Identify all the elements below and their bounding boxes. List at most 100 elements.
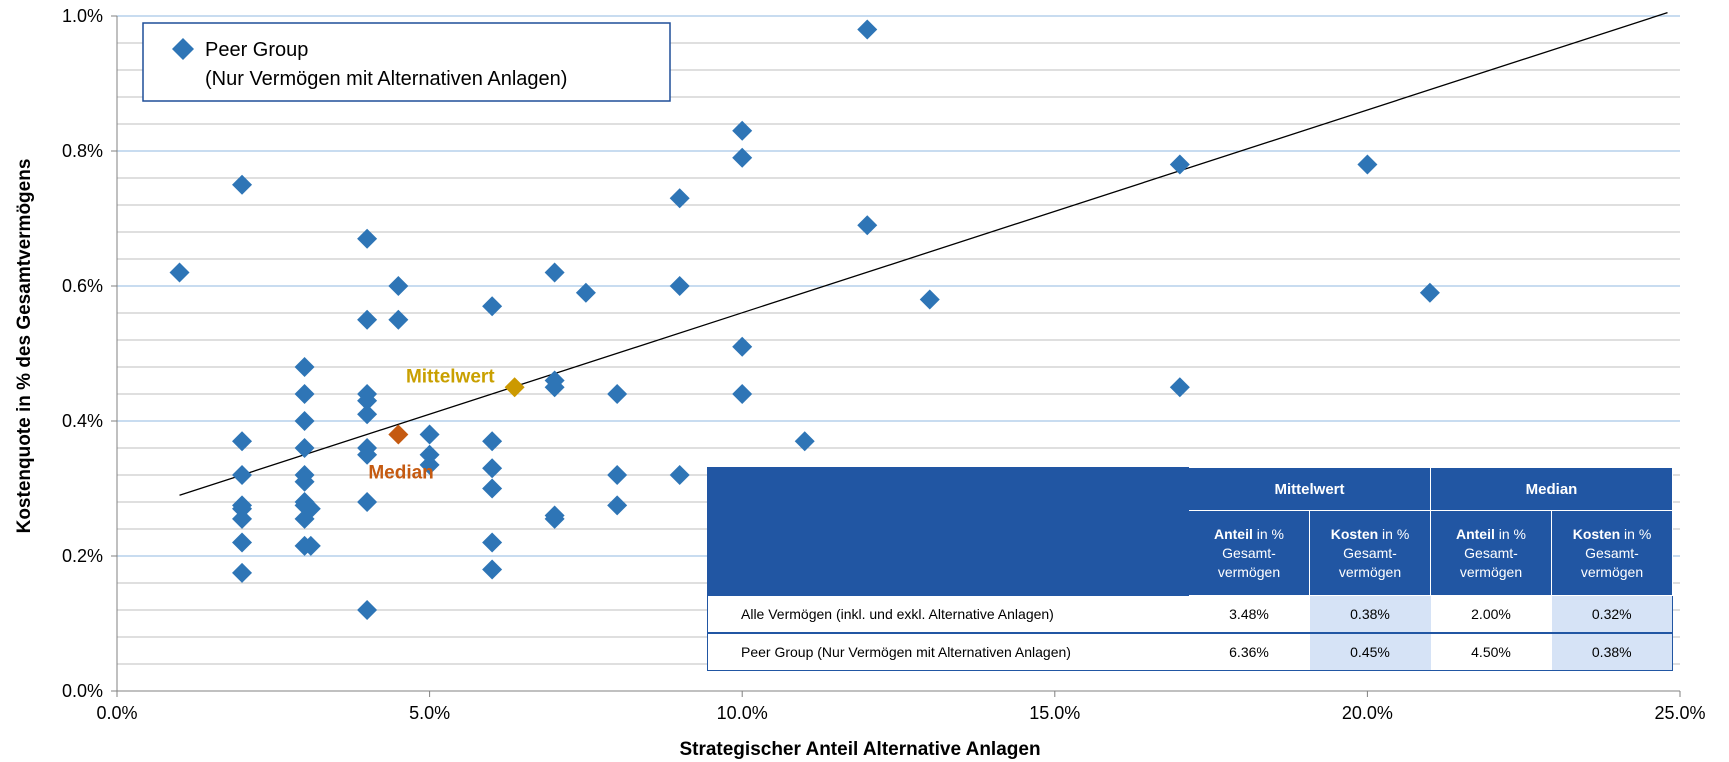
summary-table-corner (707, 467, 1189, 596)
y-tick-label: 0.0% (62, 681, 103, 701)
legend: Peer Group (Nur Vermögen mit Alternative… (142, 22, 671, 102)
data-point (544, 377, 565, 398)
y-tick-label: 0.8% (62, 141, 103, 161)
legend-marker-icon (172, 38, 194, 60)
data-point (232, 498, 253, 519)
data-point (732, 147, 753, 168)
data-point (1357, 154, 1378, 175)
data-point (669, 465, 690, 485)
sub-header-kosten-median: Kosten in % Gesamt- vermögen (1551, 510, 1673, 596)
data-point (388, 309, 409, 330)
group-header-median: Median (1430, 467, 1673, 511)
y-tick-label: 0.4% (62, 411, 103, 431)
x-tick-label: 25.0% (1654, 703, 1705, 723)
y-axis-title: Kostenquote in % des Gesamtvermögens (14, 159, 35, 534)
data-point (1169, 154, 1190, 175)
data-point (794, 431, 815, 452)
axes (111, 15, 1681, 697)
sub-header-anteil-median: Anteil in % Gesamt- vermögen (1430, 510, 1552, 596)
table-row: Peer Group (Nur Vermögen mit Alternative… (707, 633, 1673, 671)
highlight-label-mittelwert: Mittelwert (406, 366, 495, 387)
table-cell: 4.50% (1430, 633, 1552, 671)
table-cell: 0.38% (1551, 633, 1673, 671)
data-point (669, 188, 690, 209)
data-point (607, 465, 628, 485)
data-point (419, 424, 440, 445)
row-label: Alle Vermögen (inkl. und exkl. Alternati… (707, 595, 1189, 634)
data-point (232, 431, 253, 452)
table-cell: 3.48% (1188, 595, 1310, 634)
data-point (232, 562, 253, 583)
data-point (1419, 282, 1440, 303)
data-point (482, 296, 503, 317)
data-point (300, 535, 321, 556)
y-tick-label: 0.6% (62, 276, 103, 296)
grid-lines (117, 15, 1680, 665)
data-point (294, 411, 315, 431)
table-cell: 0.45% (1309, 633, 1431, 671)
legend-label-line1: Peer Group (205, 39, 308, 61)
data-point (482, 559, 503, 580)
data-point (575, 282, 596, 303)
data-point (482, 532, 503, 553)
data-point (419, 444, 440, 465)
x-tick-label: 15.0% (1029, 703, 1080, 723)
data-point (294, 471, 315, 492)
legend-label-line2: (Nur Vermögen mit Alternativen Anlagen) (205, 68, 567, 90)
data-point (294, 357, 315, 377)
table-cell: 0.32% (1551, 595, 1673, 634)
legend-box (142, 22, 671, 102)
data-point (294, 384, 315, 404)
data-point (357, 390, 378, 411)
highlight-points: Mittelwert Median (368, 366, 525, 484)
data-point (357, 600, 378, 620)
highlight-point-median (388, 424, 409, 445)
data-point (169, 262, 190, 283)
data-point (232, 465, 253, 485)
data-point (388, 276, 409, 296)
data-point (419, 454, 440, 475)
data-point (357, 228, 378, 249)
tick-labels: 0.0% 5.0% 10.0% 15.0% 20.0% 25.0% 0.0% 0.2% 0.4%… (62, 6, 1706, 723)
data-point (732, 384, 753, 404)
data-points (169, 19, 1440, 620)
data-point (482, 458, 503, 479)
data-point (482, 431, 503, 452)
table-cell: 0.38% (1309, 595, 1431, 634)
y-tick-label: 0.2% (62, 546, 103, 566)
data-point (294, 438, 315, 458)
data-point (732, 120, 753, 141)
data-point (294, 508, 315, 529)
data-point (607, 495, 628, 516)
data-point (232, 508, 253, 529)
data-point (357, 309, 378, 330)
table-cell: 2.00% (1430, 595, 1552, 634)
table-cell: 6.36% (1188, 633, 1310, 671)
data-point (357, 444, 378, 465)
x-tick-label: 20.0% (1342, 703, 1393, 723)
data-point (482, 478, 503, 499)
trendline-group (179, 12, 1668, 496)
row-label: Peer Group (Nur Vermögen mit Alternative… (707, 633, 1189, 671)
data-point (357, 492, 378, 512)
data-point (544, 508, 565, 529)
y-tick-label: 1.0% (62, 6, 103, 26)
data-point (1169, 377, 1190, 398)
data-point (857, 19, 878, 40)
data-point (232, 532, 253, 553)
x-tick-label: 10.0% (717, 703, 768, 723)
x-axis-title: Strategischer Anteil Alternative Anlagen (679, 739, 1040, 760)
x-tick-label: 5.0% (409, 703, 450, 723)
highlight-point-mittelwert (504, 377, 525, 398)
data-point (357, 404, 378, 425)
summary-table: Mittelwert Median Anteil in % Gesamt- ve… (707, 467, 1673, 671)
group-header-mittelwert: Mittelwert (1188, 467, 1431, 511)
sub-header-kosten-mittelwert: Kosten in % Gesamt- vermögen (1309, 510, 1431, 596)
data-point (232, 174, 253, 195)
data-point (732, 336, 753, 357)
data-point (919, 289, 940, 310)
x-tick-label: 0.0% (96, 703, 137, 723)
data-point (607, 384, 628, 404)
sub-header-anteil-mittelwert: Anteil in % Gesamt- vermögen (1188, 510, 1310, 596)
